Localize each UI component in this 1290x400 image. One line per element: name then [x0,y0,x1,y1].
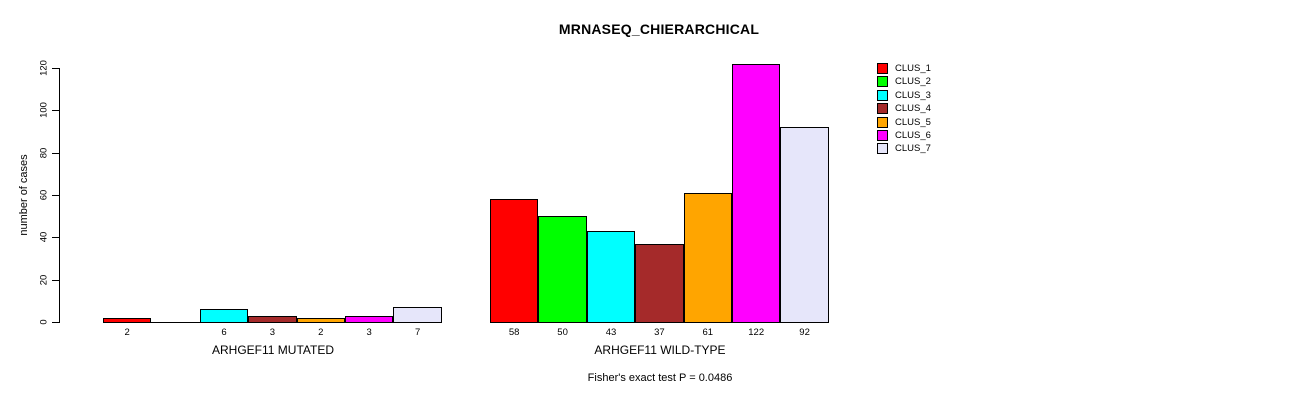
y-tick-mark [52,280,60,281]
y-tick-mark [52,195,60,196]
bar-value-label: 2 [318,327,324,338]
bar-clus_2-mutated [151,322,200,323]
bar-clus_7-wildtype [780,127,829,323]
y-tick-mark [52,153,60,154]
bar-clus_1-mutated [103,318,151,323]
legend-item-clus_1: CLUS_1 [877,63,931,74]
bar-value-label: 122 [748,327,765,338]
y-tick-label: 100 [38,102,50,118]
y-tick-label: 40 [38,231,50,243]
bar-value-label: 37 [654,327,665,338]
y-tick-mark [52,322,60,323]
bar-value-label: 3 [269,327,276,338]
fisher-test-annotation: Fisher's exact test P = 0.0486 [587,372,733,384]
bar-value-label: 3 [366,327,372,338]
bar-clus_1-wildtype [490,199,538,323]
y-tick-label: 0 [38,319,50,325]
x-axis-label-mutated: ARHGEF11 MUTATED [211,343,335,357]
legend-item-clus_2: CLUS_2 [877,76,931,88]
bar-value-label: 58 [508,327,520,338]
legend-swatch-icon [877,63,888,74]
legend-label: CLUS_2 [895,76,931,88]
y-tick-mark [52,237,60,238]
y-tick-label: 120 [38,60,50,76]
legend-item-clus_4: CLUS_4 [877,103,931,115]
legend: CLUS_1 CLUS_2 CLUS_3 CLUS_4 CLUS_5 CLUS_6 CLUS… [877,63,931,157]
bar-clus_4-wildtype [635,244,684,323]
y-tick-label: 60 [38,189,50,201]
y-axis-label: number of cases [18,154,30,236]
legend-swatch-icon [877,76,888,88]
bar-value-label: 2 [124,327,130,338]
bar-clus_3-mutated [200,309,248,323]
legend-swatch-icon [877,89,888,101]
chart-title: MRNASEQ_CHIERARCHICAL [558,21,760,37]
legend-swatch-icon [877,116,888,128]
bar-value-label: 50 [557,327,568,338]
legend-label: CLUS_7 [895,143,931,155]
bar-clus_5-mutated [297,318,345,323]
bar-value-label: 7 [414,327,421,338]
bar-clus_6-mutated [345,316,393,323]
legend-item-clus_7: CLUS_7 [877,143,931,155]
legend-label: CLUS_1 [895,63,931,74]
bar-clus_3-wildtype [587,231,635,323]
legend-item-clus_6: CLUS_6 [877,129,931,141]
legend-swatch-icon [877,129,888,141]
bar-value-label: 43 [605,327,617,338]
bar-clus_4-mutated [248,316,297,323]
bar-clus_6-wildtype [732,64,780,323]
y-tick-mark [52,68,60,69]
bar-clus_7-mutated [393,307,442,323]
bar-value-label: 61 [702,327,714,338]
legend-swatch-icon [877,143,888,155]
legend-label: CLUS_4 [895,103,931,115]
legend-swatch-icon [877,103,888,115]
legend-label: CLUS_3 [895,89,931,101]
y-tick-mark [52,110,60,111]
x-axis-label-wildtype: ARHGEF11 WILD-TYPE [594,343,726,357]
bar-value-label: 92 [799,327,810,338]
legend-item-clus_5: CLUS_5 [877,116,931,128]
bar-clus_2-wildtype [538,216,587,323]
bar-value-label: 6 [221,327,227,338]
bar-clus_5-wildtype [684,193,732,323]
y-tick-label: 80 [38,147,50,159]
legend-item-clus_3: CLUS_3 [877,89,931,101]
legend-label: CLUS_6 [895,129,931,141]
legend-label: CLUS_5 [895,116,931,128]
y-tick-label: 20 [38,274,50,286]
